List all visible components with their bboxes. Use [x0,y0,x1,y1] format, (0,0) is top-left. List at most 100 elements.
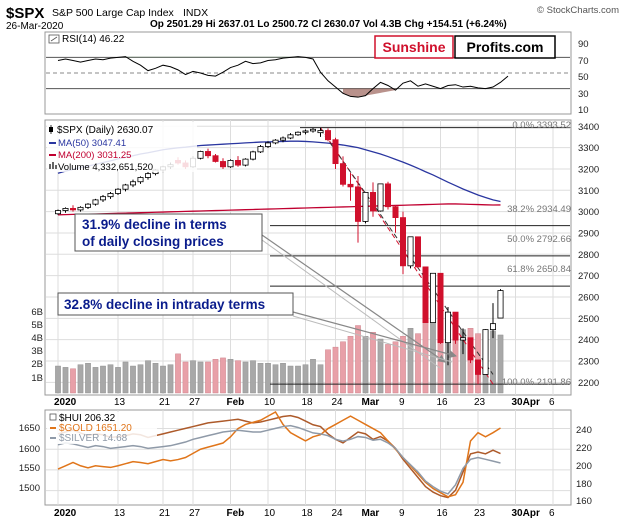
candle-body [407,236,414,267]
candle-body [489,323,496,331]
gold-line [57,410,501,498]
chart-date: 26-Mar-2020 [6,21,64,32]
candle-body [219,161,226,168]
x-axis-label: Mar [362,397,380,408]
volume-tick: 3B [31,346,43,357]
price-tick: 3100 [578,186,599,197]
candle-body [422,266,429,323]
fib-label-50: 50.0% 2792.66 [507,234,571,245]
volume-bar [220,357,226,394]
volume-bar [107,364,114,394]
candle-body [204,151,211,157]
closing-trend-line [320,128,494,375]
volume-bar [227,359,234,394]
rsi-panel [44,31,572,115]
rsi-overbought-fill [125,56,298,58]
volume-bar [317,364,324,394]
volume-bar [85,363,91,394]
x-axis-label: 9 [399,508,405,519]
candle-body [324,130,331,141]
x-axis-label: 13 [114,508,126,519]
x-axis-label: 9 [399,397,405,408]
volume-tick: 5B [31,320,43,331]
volume-bar [385,344,391,394]
x-axis-label: 23 [474,397,486,408]
candle-body [497,290,504,319]
rsi-tick: 10 [578,105,589,116]
price-panel [44,119,572,396]
fib-label-382: 38.2% 2934.49 [507,204,571,215]
volume-bar [167,364,174,394]
candle-body [264,142,271,147]
candle-body [227,160,234,168]
price-tick: 2900 [578,228,599,239]
x-axis-label: 16 [437,397,449,408]
volume-bar [160,365,166,394]
price-legend-title: $SPX (Daily) 2630.07 [57,125,154,136]
candle-body [234,160,241,166]
candle-body [70,208,77,211]
price-tick: 2600 [578,292,599,303]
annotation-intraday-decline: 32.8% decline in intraday terms [57,292,457,363]
volume-bar [190,360,196,394]
x-axis-label: 24 [332,508,344,519]
volume-bar [362,336,369,394]
candle-body [242,158,249,166]
x-axis-label: 21 [159,397,171,408]
hui-tick: 220 [576,443,592,454]
x-axis-label: 23 [474,508,486,519]
candle-body [144,173,151,178]
candle-body [137,177,144,183]
volume-icon [49,162,57,169]
svg-text:Profits.com: Profits.com [466,39,543,55]
candle-body [384,183,391,208]
candle-body [444,311,451,344]
volume-tick: 2B [31,359,43,370]
rsi-oversold-fill [343,88,396,98]
volume-bar [295,365,301,394]
price-tick: 3400 [578,122,599,133]
volume-bar [70,368,76,394]
price-tick: 2700 [578,271,599,282]
candle-body [414,236,421,268]
candle-body [302,130,309,133]
volume-bar [62,367,69,394]
volume-bar [235,360,241,394]
gold-legend: $GOLD 1651.20 [59,423,132,434]
candle-body [100,196,107,201]
volume-bar [257,363,264,394]
fib-label-0: 0.0% 3393.52 [512,120,571,131]
hui-tick: 200 [576,461,592,472]
candle-body [197,151,204,159]
volume-bar [55,365,61,394]
volume-bar [197,361,204,394]
volume-bar [212,359,219,394]
price-tick: 2200 [578,378,599,389]
volume-bar [175,353,181,394]
symbol-title: $SPX [6,5,44,22]
metals-legend-background [47,412,157,444]
volume-bar [265,363,271,394]
rsi-tick: 30 [578,89,589,100]
exchange-label: INDX [183,7,208,19]
volume-bar [347,336,354,394]
ma200-legend: MA(200) 3031.25 [58,150,131,161]
hui-legend: $HUI 206.32 [59,413,116,424]
candle-body [212,155,219,162]
gold-tick: 1500 [19,483,40,494]
volume-bar [122,361,129,394]
candle-body [332,139,339,165]
rsi-tick: 90 [578,39,589,50]
svg-text:31.9% decline in terms: 31.9% decline in terms [82,217,227,232]
fib-label-618: 61.8% 2650.84 [507,264,571,275]
volume-bar [145,360,151,394]
x-axis-label: 2020 [54,508,77,519]
metals-panel [44,409,572,506]
volume-bar [137,364,144,394]
volume-tick: 4B [31,333,43,344]
candle-body [115,188,122,194]
price-tick: 3300 [578,143,599,154]
candlestick-icon [49,125,53,134]
candle-body [362,192,369,222]
